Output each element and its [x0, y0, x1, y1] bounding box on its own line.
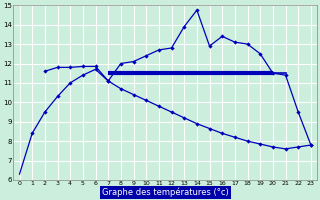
X-axis label: Graphe des températures (°c): Graphe des températures (°c): [102, 188, 228, 197]
